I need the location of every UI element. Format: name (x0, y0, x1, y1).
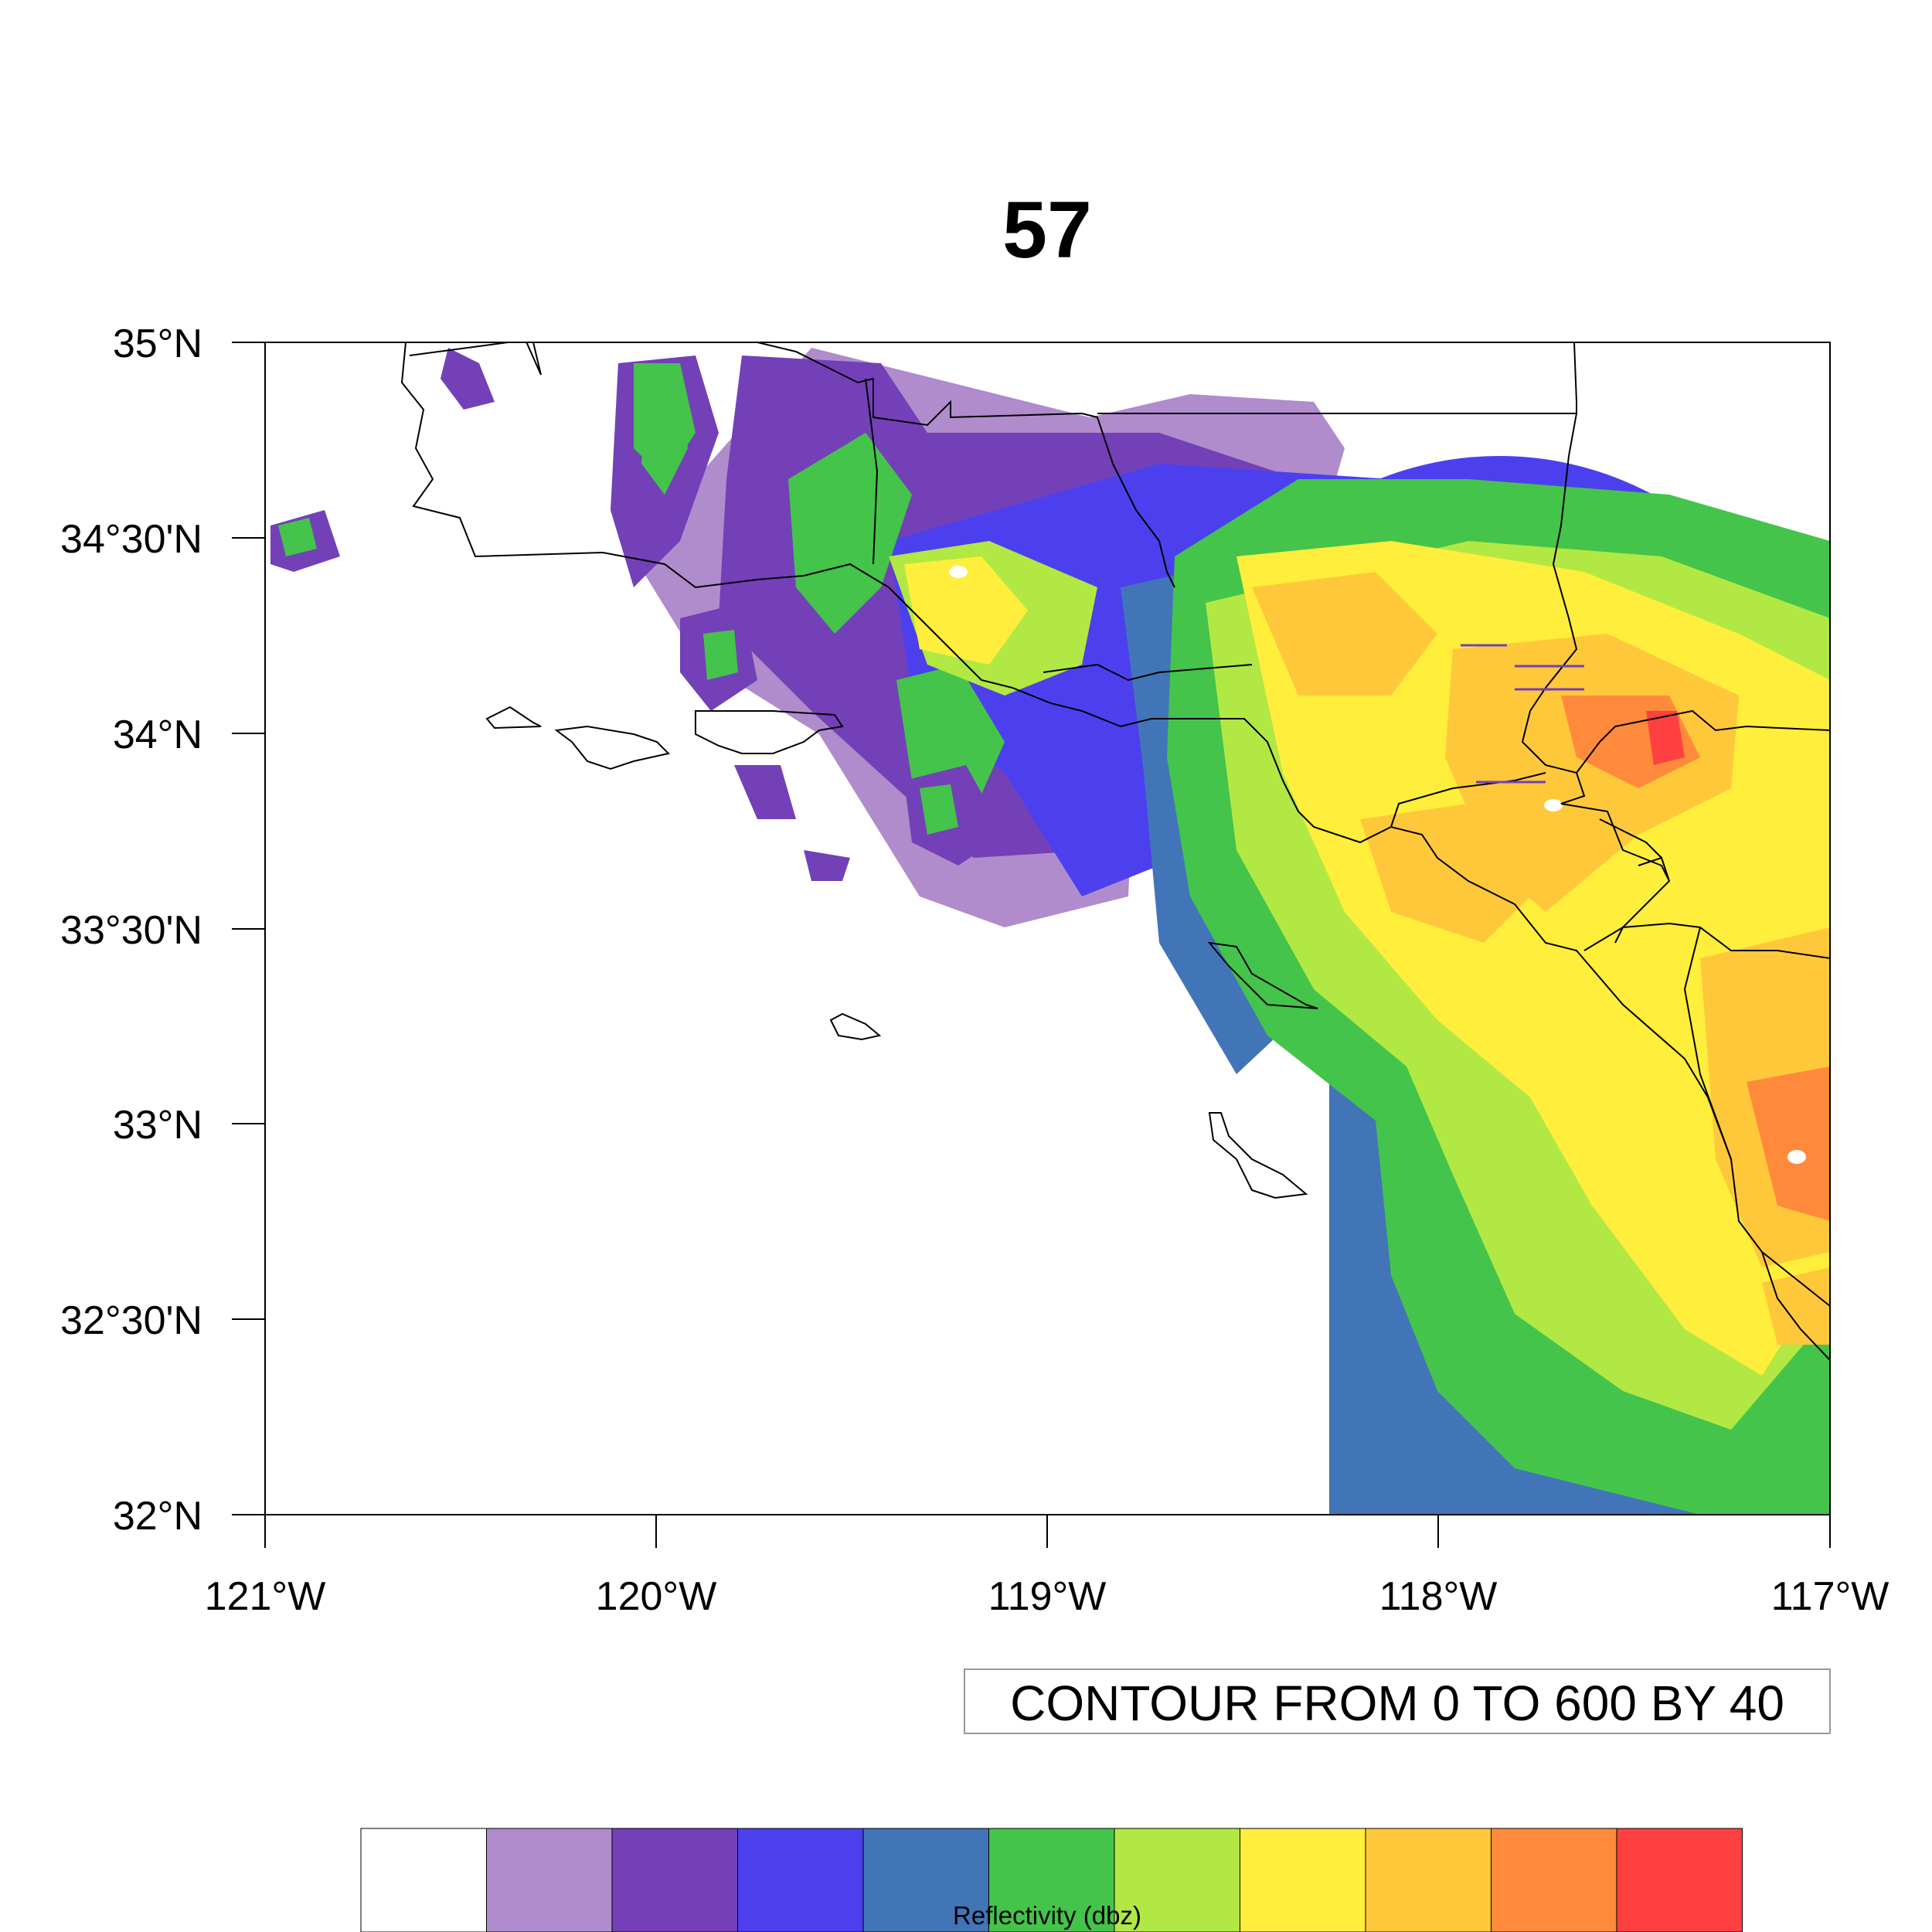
lat-axis: 35°N 34°30'N 34°N 33°30'N 33°N 32°30'N 3… (60, 321, 265, 1539)
colorbar-swatch (1114, 1828, 1240, 1932)
lon-axis: 121°W 120°W 119°W 118°W 117°W (205, 1515, 1889, 1619)
colorbar-swatch (611, 1828, 738, 1932)
contour-info-label: CONTOUR FROM 0 TO 600 BY 40 (1010, 1675, 1784, 1731)
reflectivity-field (270, 348, 1830, 1515)
colorbar-label: Reflectivity (dbz) (953, 1901, 1141, 1930)
lon-tick-label: 121°W (205, 1574, 326, 1619)
lat-tick-label: 32°N (113, 1494, 202, 1539)
contour-info-box: CONTOUR FROM 0 TO 600 BY 40 (964, 1668, 1831, 1734)
colorbar-swatch (988, 1828, 1115, 1932)
lat-tick-label: 33°30'N (60, 908, 202, 953)
lon-tick-label: 119°W (988, 1574, 1107, 1619)
radar-artifacts (1461, 644, 1584, 784)
colorbar: Reflectivity (dbz) (360, 1828, 1743, 1932)
lon-tick-label: 117°W (1771, 1574, 1889, 1619)
lon-tick-label: 120°W (596, 1574, 717, 1619)
lat-tick-label: 35°N (113, 321, 202, 366)
map-area (265, 342, 1830, 1515)
colorbar-swatch (1365, 1828, 1492, 1932)
colorbar-swatch (737, 1828, 864, 1932)
coastlines-and-borders (400, 342, 1830, 1361)
lat-tick-label: 33°N (113, 1103, 202, 1148)
lat-tick-label: 32°30'N (60, 1298, 202, 1343)
plot-title: 57 (1002, 185, 1092, 275)
colorbar-swatch (486, 1828, 613, 1932)
colorbar-swatch (360, 1828, 487, 1932)
colorbar-swatch (1616, 1828, 1743, 1932)
lat-tick-label: 34°30'N (60, 517, 202, 562)
colorbar-swatch (1491, 1828, 1617, 1932)
colorbar-swatch (1240, 1828, 1366, 1932)
colorbar-swatch (862, 1828, 989, 1932)
lon-tick-label: 118°W (1379, 1574, 1498, 1619)
lat-tick-label: 34°N (113, 713, 202, 757)
